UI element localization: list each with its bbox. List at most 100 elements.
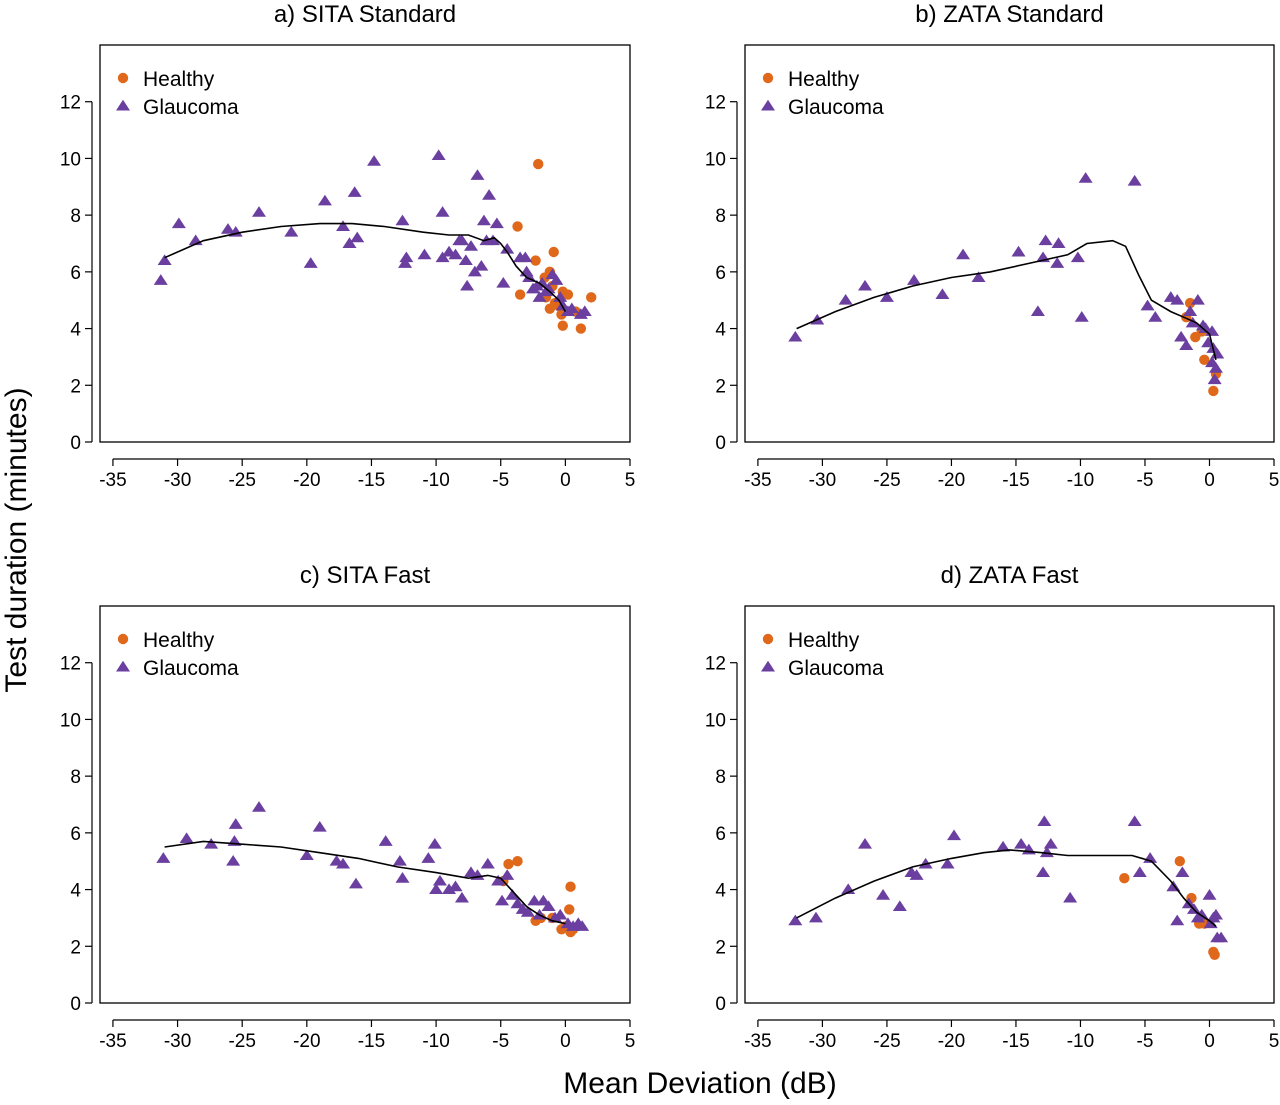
x-axis-label: Mean Deviation (dB) xyxy=(563,1067,836,1100)
smooth-fit-line xyxy=(796,239,1217,360)
glaucoma-point xyxy=(564,302,579,314)
glaucoma-point xyxy=(347,186,362,197)
glaucoma-point xyxy=(336,220,351,231)
y-tick-label: 6 xyxy=(70,263,81,284)
y-tick-label: 10 xyxy=(60,710,81,731)
glaucoma-point xyxy=(228,818,243,829)
x-tick-label: 5 xyxy=(1269,470,1280,491)
glaucoma-point xyxy=(1051,237,1066,248)
glaucoma-point xyxy=(342,237,357,248)
y-tick-label: 2 xyxy=(70,376,81,397)
y-tick-label: 4 xyxy=(70,320,81,341)
healthy-point xyxy=(1199,354,1210,365)
legend-label: Healthy xyxy=(143,629,215,652)
glaucoma-point xyxy=(940,857,955,869)
y-tick-label: 2 xyxy=(715,937,726,958)
x-tick-label: -35 xyxy=(744,1031,771,1052)
x-tick-label: -10 xyxy=(422,470,449,491)
glaucoma-point xyxy=(395,872,410,883)
y-tick-label: 8 xyxy=(715,767,726,788)
glaucoma-point xyxy=(1170,294,1185,305)
glaucoma-point xyxy=(808,911,823,923)
glaucoma-point xyxy=(348,877,363,889)
smooth-fit-line xyxy=(164,222,567,312)
glaucoma-point xyxy=(448,248,463,260)
healthy-point xyxy=(565,881,576,892)
y-tick-label: 12 xyxy=(60,93,81,114)
glaucoma-point xyxy=(1043,838,1058,849)
glaucoma-point xyxy=(838,294,853,305)
y-tick-label: 0 xyxy=(70,994,81,1015)
legend-label: Healthy xyxy=(788,68,860,91)
glaucoma-point xyxy=(500,869,515,880)
glaucoma-point xyxy=(395,214,410,226)
y-tick-label: 12 xyxy=(705,654,726,675)
glaucoma-point xyxy=(157,254,172,265)
glaucoma-point xyxy=(876,889,891,900)
glaucoma-point xyxy=(464,240,478,251)
glaucoma-point xyxy=(458,254,473,265)
glaucoma-point xyxy=(520,906,535,917)
glaucoma-point xyxy=(435,251,450,263)
glaucoma-point xyxy=(491,874,506,886)
healthy-point xyxy=(548,246,559,258)
glaucoma-point xyxy=(1127,174,1142,186)
glaucoma-point xyxy=(252,801,266,812)
y-tick-label: 0 xyxy=(70,433,81,454)
glaucoma-point xyxy=(518,251,533,263)
x-tick-label: 0 xyxy=(560,470,571,491)
healthy-point xyxy=(586,292,597,303)
glaucoma-point xyxy=(527,894,542,906)
panel-3: c) SITA Fast -35 -30 -25 -20 -15 -10 -5 0 5 0 2 4 6 8 1… xyxy=(60,562,635,1052)
y-tick-label: 12 xyxy=(705,93,726,114)
x-tick-label: -5 xyxy=(1137,1031,1154,1052)
glaucoma-point xyxy=(1011,245,1026,257)
legend-glaucoma-marker xyxy=(761,99,775,111)
x-tick-label: -5 xyxy=(492,470,509,491)
glaucoma-point xyxy=(156,852,171,863)
glaucoma-point xyxy=(1170,914,1185,926)
glaucoma-point xyxy=(1127,815,1142,826)
glaucoma-point xyxy=(220,223,235,234)
glaucoma-point xyxy=(500,242,515,254)
y-tick-label: 4 xyxy=(70,881,81,902)
legend-glaucoma-marker xyxy=(761,660,775,672)
glaucoma-point xyxy=(1174,330,1189,342)
x-tick-label: -5 xyxy=(492,1031,509,1052)
healthy-point xyxy=(1174,856,1186,867)
y-tick-label: 6 xyxy=(70,824,81,845)
x-tick-label: 5 xyxy=(625,470,636,491)
glaucoma-point xyxy=(454,891,469,903)
smooth-fit-line xyxy=(164,840,566,925)
glaucoma-point xyxy=(1038,234,1053,246)
glaucoma-point xyxy=(350,231,365,243)
y-tick-label: 8 xyxy=(70,206,81,227)
legend-healthy-marker xyxy=(762,633,774,645)
y-tick-label: 10 xyxy=(60,149,81,170)
healthy-point xyxy=(512,856,523,867)
healthy-point xyxy=(575,323,587,334)
glaucoma-point xyxy=(575,920,590,931)
healthy-point xyxy=(544,303,556,314)
x-tick-label: 0 xyxy=(1204,470,1215,491)
glaucoma-point xyxy=(485,234,500,246)
x-tick-label: -30 xyxy=(809,1031,836,1052)
glaucoma-point xyxy=(1202,889,1217,900)
glaucoma-point xyxy=(1140,299,1155,311)
x-tick-label: -15 xyxy=(1002,470,1029,491)
glaucoma-point xyxy=(549,274,564,285)
glaucoma-point xyxy=(935,288,950,300)
glaucoma-point xyxy=(442,883,457,895)
x-tick-label: -10 xyxy=(1067,1031,1094,1052)
glaucoma-point xyxy=(312,820,327,832)
glaucoma-point xyxy=(489,217,504,229)
legend-label: Glaucoma xyxy=(788,657,884,680)
glaucoma-point xyxy=(1207,373,1222,385)
x-tick-label: 0 xyxy=(560,1031,571,1052)
y-tick-label: 6 xyxy=(715,824,726,845)
glaucoma-point xyxy=(299,849,314,861)
y-axis-label: Test duration (minutes) xyxy=(0,387,33,692)
panel-title: d) ZATA Fast xyxy=(941,562,1079,589)
x-tick-label: -20 xyxy=(293,470,320,491)
y-tick-label: 10 xyxy=(705,149,726,170)
